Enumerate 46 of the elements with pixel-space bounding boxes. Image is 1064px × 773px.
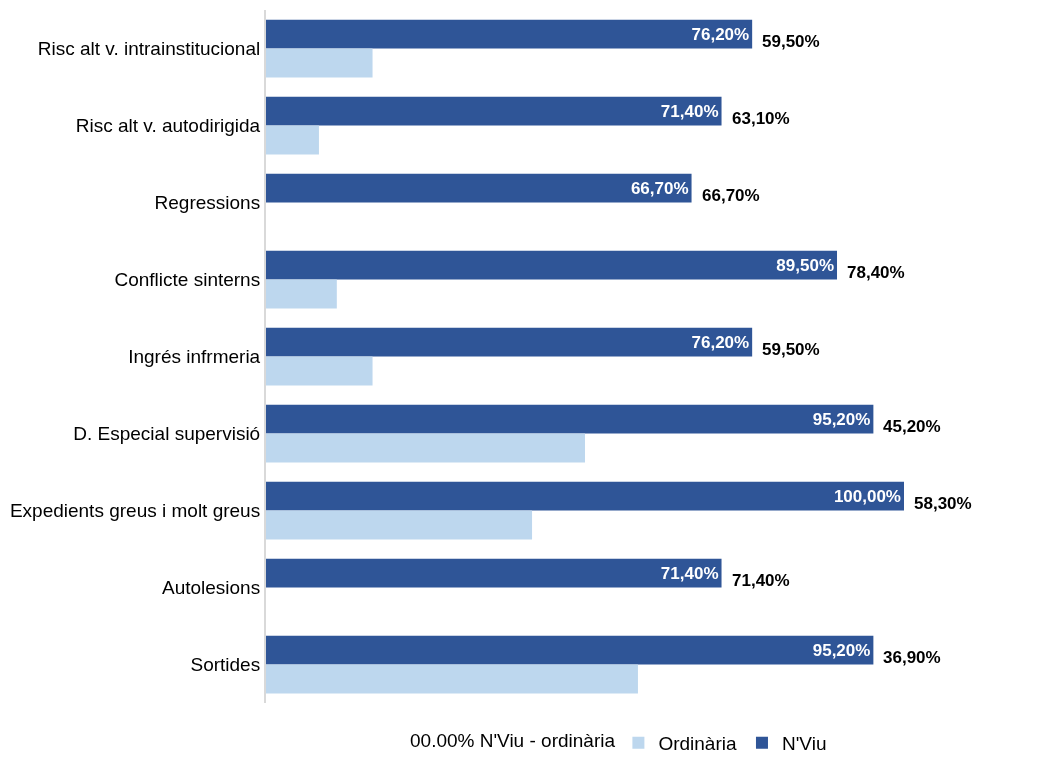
y-tick-label: D. Especial supervisió (73, 423, 261, 445)
data-label: 100,00% (833, 486, 901, 506)
bar (266, 327, 753, 357)
y-tick-label: Conflicte sinterns (114, 269, 261, 291)
bar (266, 125, 319, 155)
legend-label: Ordinària (658, 733, 737, 755)
bar (266, 279, 337, 309)
bar (266, 558, 722, 588)
bar (266, 481, 904, 511)
legend-label: N'Viu (781, 733, 827, 755)
y-tick-label: Expedients greus i molt greus (9, 500, 261, 522)
data-label: 89,50% (776, 255, 835, 275)
data-label: 66,70% (630, 178, 689, 198)
bar (266, 48, 373, 78)
y-tick-label: Risc alt v. autodirigida (75, 115, 261, 137)
annotation: 63,10% (732, 109, 790, 128)
y-tick-label: Ingrés infrmeria (128, 346, 261, 368)
data-label: 95,20% (812, 640, 871, 660)
bar (266, 173, 692, 203)
bar (266, 635, 874, 665)
annotation: 66,70% (702, 186, 760, 205)
data-label: 76,20% (691, 332, 750, 352)
data-label: 76,20% (691, 24, 750, 44)
text: 00.00% N'Viu - ordinària (410, 730, 616, 751)
annotation: 45,20% (883, 417, 941, 436)
y-tick-label: Autolesions (161, 577, 261, 599)
y-tick-label: Regressions (154, 192, 261, 214)
bar (266, 404, 874, 434)
bar (266, 356, 373, 386)
annotation: 59,50% (762, 32, 820, 51)
annotation: 59,50% (762, 340, 820, 359)
bar (266, 96, 722, 126)
bar (266, 510, 533, 540)
y-tick-label: Risc alt v. intrainstitucional (37, 38, 261, 60)
annotation: 36,90% (883, 648, 941, 667)
data-label: 71,40% (660, 563, 719, 583)
annotation: 78,40% (847, 263, 905, 282)
bar (266, 433, 585, 463)
bar (266, 19, 753, 49)
bar (266, 664, 638, 694)
annotation: 71,40% (732, 571, 790, 590)
bar (266, 250, 838, 280)
annotation: 58,30% (914, 494, 972, 513)
data-label: 95,20% (812, 409, 871, 429)
data-label: 71,40% (660, 101, 719, 121)
y-tick-label: Sortides (190, 654, 261, 676)
